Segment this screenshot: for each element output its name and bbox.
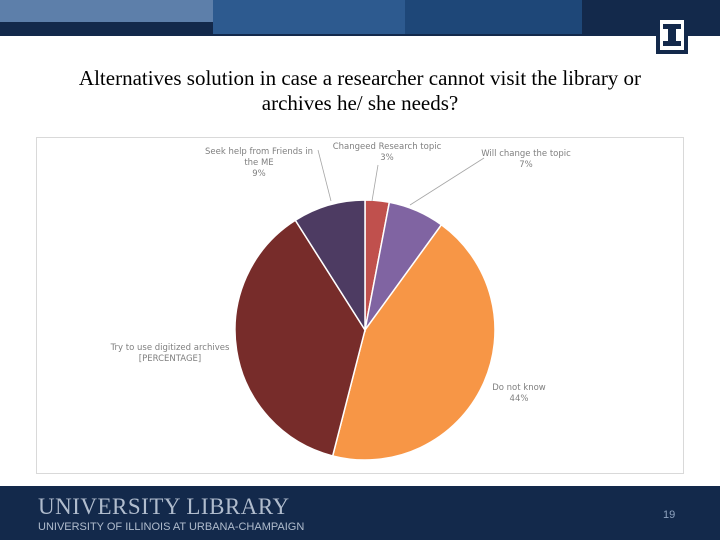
- slice-label: Changeed Research topic 3%: [333, 142, 442, 163]
- leader-line: [317, 149, 332, 202]
- slice-label: Try to use digitized archives [PERCENTAGE…: [110, 343, 230, 364]
- slice-label: Do not know 44%: [492, 383, 546, 404]
- page-number: 19: [663, 509, 676, 521]
- slide-title: Alternatives solution in case a research…: [40, 66, 680, 116]
- block-i-logo-icon: [656, 16, 688, 54]
- banner-segment: [582, 0, 720, 36]
- leader-line: [409, 157, 485, 206]
- footer-university-name: UNIVERSITY OF ILLINOIS AT URBANA-CHAMPAI…: [38, 521, 305, 533]
- slide-title-line1: Alternatives solution in case a research…: [78, 66, 642, 90]
- banner-segment: [0, 0, 213, 22]
- banner-segment: [405, 0, 582, 34]
- slide-title-line2: archives he/ she needs?: [261, 91, 459, 115]
- footer-library-name: UNIVERSITY LIBRARY: [38, 494, 290, 519]
- footer-bar: UNIVERSITY LIBRARY UNIVERSITY OF ILLINOI…: [0, 486, 720, 540]
- leader-line: [371, 164, 379, 202]
- pie-slice: [294, 199, 366, 333]
- banner-segment: [213, 0, 405, 34]
- chart-frame: [36, 137, 684, 474]
- slice-label: Seek help from Friends in the ME 9%: [205, 147, 313, 179]
- top-banner: [0, 0, 720, 36]
- slice-label: Will change the topic 7%: [481, 149, 571, 170]
- pie-slice: [331, 223, 496, 461]
